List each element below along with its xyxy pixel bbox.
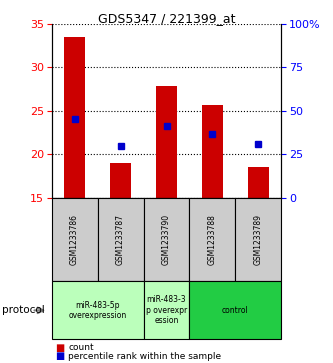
Text: control: control xyxy=(222,306,249,315)
Bar xyxy=(156,86,177,198)
Text: count: count xyxy=(68,343,94,352)
Bar xyxy=(64,37,85,198)
Text: GSM1233788: GSM1233788 xyxy=(208,214,217,265)
Text: GSM1233790: GSM1233790 xyxy=(162,214,171,265)
Bar xyxy=(248,167,269,198)
Text: protocol: protocol xyxy=(2,305,44,315)
Text: GDS5347 / 221399_at: GDS5347 / 221399_at xyxy=(98,12,235,25)
Text: percentile rank within the sample: percentile rank within the sample xyxy=(68,352,221,361)
Bar xyxy=(202,105,223,198)
Text: miR-483-3
p overexpr
ession: miR-483-3 p overexpr ession xyxy=(146,295,187,325)
Text: ■: ■ xyxy=(55,343,64,353)
Text: GSM1233786: GSM1233786 xyxy=(70,214,79,265)
Text: miR-483-5p
overexpression: miR-483-5p overexpression xyxy=(69,301,127,320)
Text: GSM1233787: GSM1233787 xyxy=(116,214,125,265)
Bar xyxy=(110,163,131,198)
Text: GSM1233789: GSM1233789 xyxy=(254,214,263,265)
Text: ■: ■ xyxy=(55,351,64,362)
